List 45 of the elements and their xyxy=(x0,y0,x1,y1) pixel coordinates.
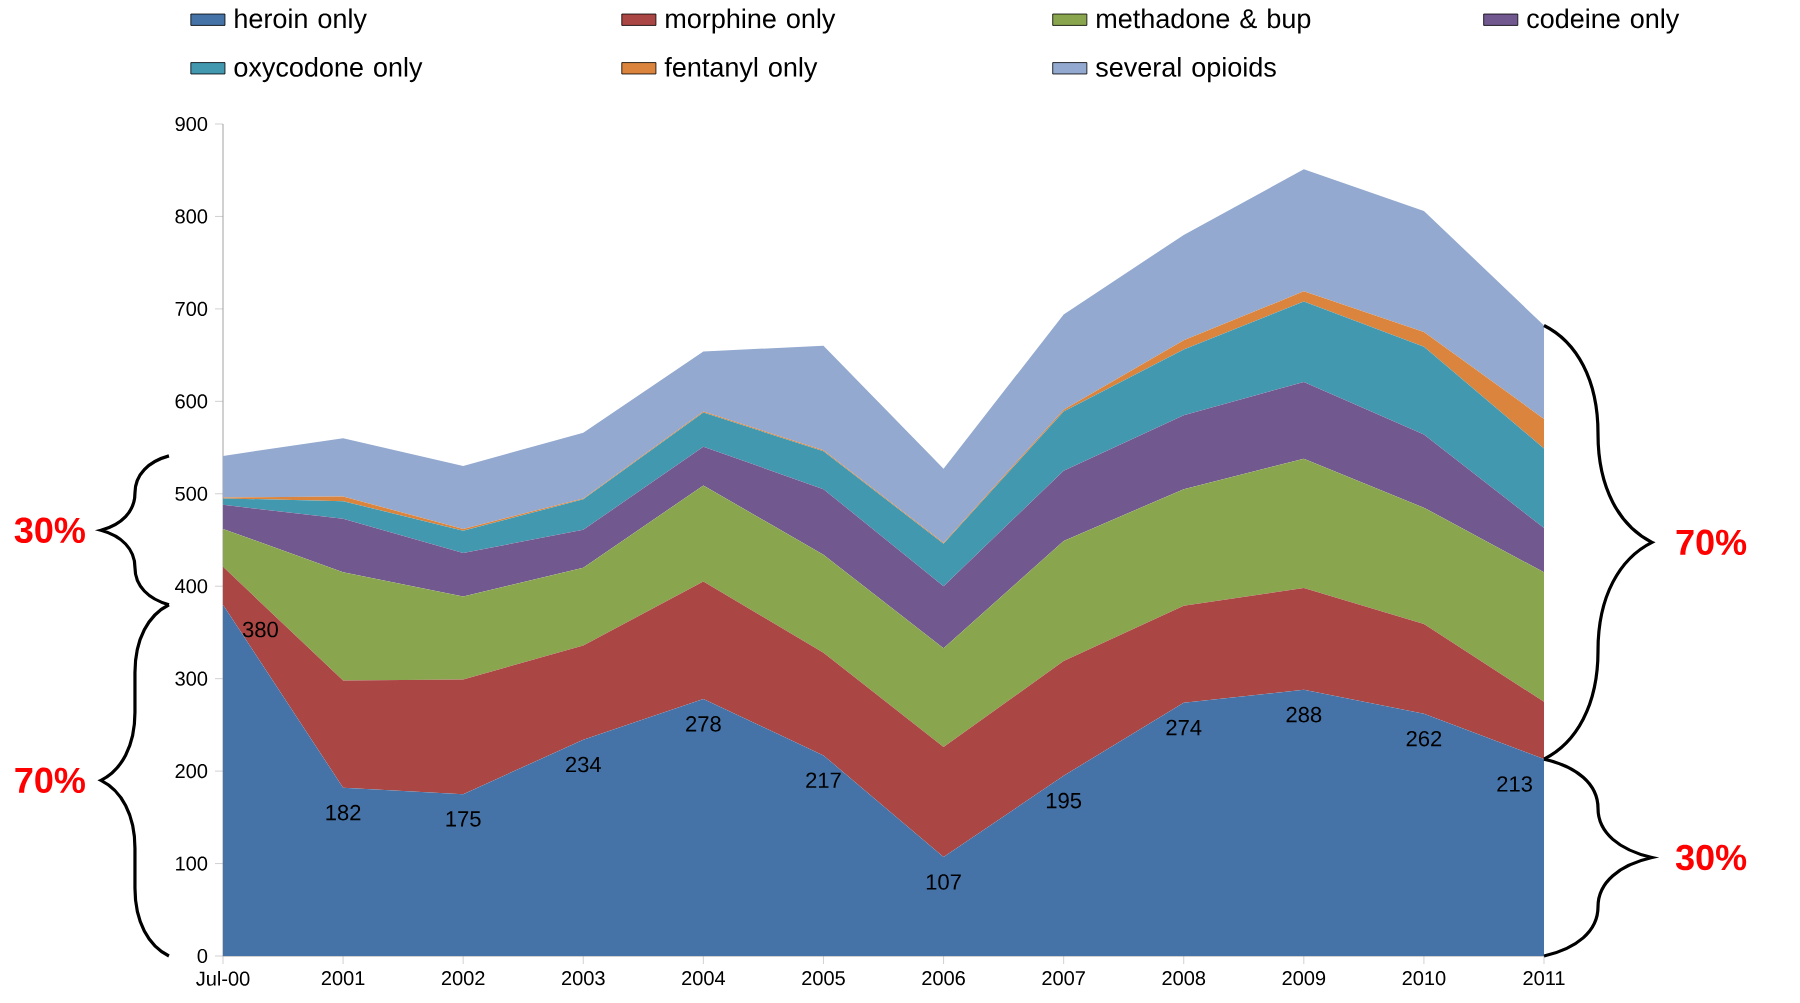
text: 30% xyxy=(14,517,85,544)
data-label: 217 xyxy=(806,772,841,788)
x-tick-label: 2008 xyxy=(1162,971,1206,986)
data-label: 195 xyxy=(1046,792,1082,809)
y-tick-label: 800 xyxy=(175,209,208,224)
x-tick-label: 2001 xyxy=(321,971,365,986)
y-tick-label: 900 xyxy=(175,116,208,132)
y-tick-label: 300 xyxy=(175,671,208,686)
x-tick-label: 2010 xyxy=(1402,971,1446,986)
x-tick-label: 2006 xyxy=(922,971,965,986)
x-tick-label: 2003 xyxy=(562,971,605,986)
x-tick-label: 2009 xyxy=(1282,971,1326,986)
x-tick-label: 2011 xyxy=(1523,971,1565,986)
legend-label: codeine only xyxy=(1527,8,1680,34)
text: 70% xyxy=(1676,529,1747,556)
y-tick-label: 700 xyxy=(175,301,208,316)
y-tick-label: 600 xyxy=(175,394,208,409)
text: 70% xyxy=(15,767,85,794)
x-tick-label: 2002 xyxy=(441,971,485,986)
legend-label: heroin only xyxy=(235,8,367,34)
x-tick-label: 2007 xyxy=(1042,971,1085,986)
legend-label: methadone & bup xyxy=(1097,8,1311,34)
x-tick-label: Jul-00 xyxy=(196,971,250,986)
x-tick-label: 2005 xyxy=(802,971,845,986)
data-label: 213 xyxy=(1497,776,1532,792)
legend-label: several opioids xyxy=(1096,56,1276,83)
y-tick-label: 100 xyxy=(176,856,208,871)
data-label: 380 xyxy=(242,621,278,638)
data-label: 274 xyxy=(1166,719,1202,736)
legend-label: morphine only xyxy=(666,8,836,34)
data-label: 175 xyxy=(446,811,481,827)
legend-label: fentanyl only xyxy=(664,56,818,83)
data-label: 288 xyxy=(1286,706,1322,723)
text: 30% xyxy=(1675,844,1747,871)
y-tick-label: 0 xyxy=(197,948,208,964)
data-label: 262 xyxy=(1406,730,1442,747)
y-tick-label: 500 xyxy=(175,486,208,501)
x-tick-label: 2004 xyxy=(682,971,726,986)
data-label: 234 xyxy=(566,756,601,773)
legend-label: oxycodone only xyxy=(234,56,423,83)
data-label: 278 xyxy=(686,716,721,732)
y-tick-label: 200 xyxy=(175,764,208,779)
data-label: 182 xyxy=(326,804,361,821)
data-label: 107 xyxy=(926,874,961,890)
y-tick-label: 400 xyxy=(175,579,208,594)
